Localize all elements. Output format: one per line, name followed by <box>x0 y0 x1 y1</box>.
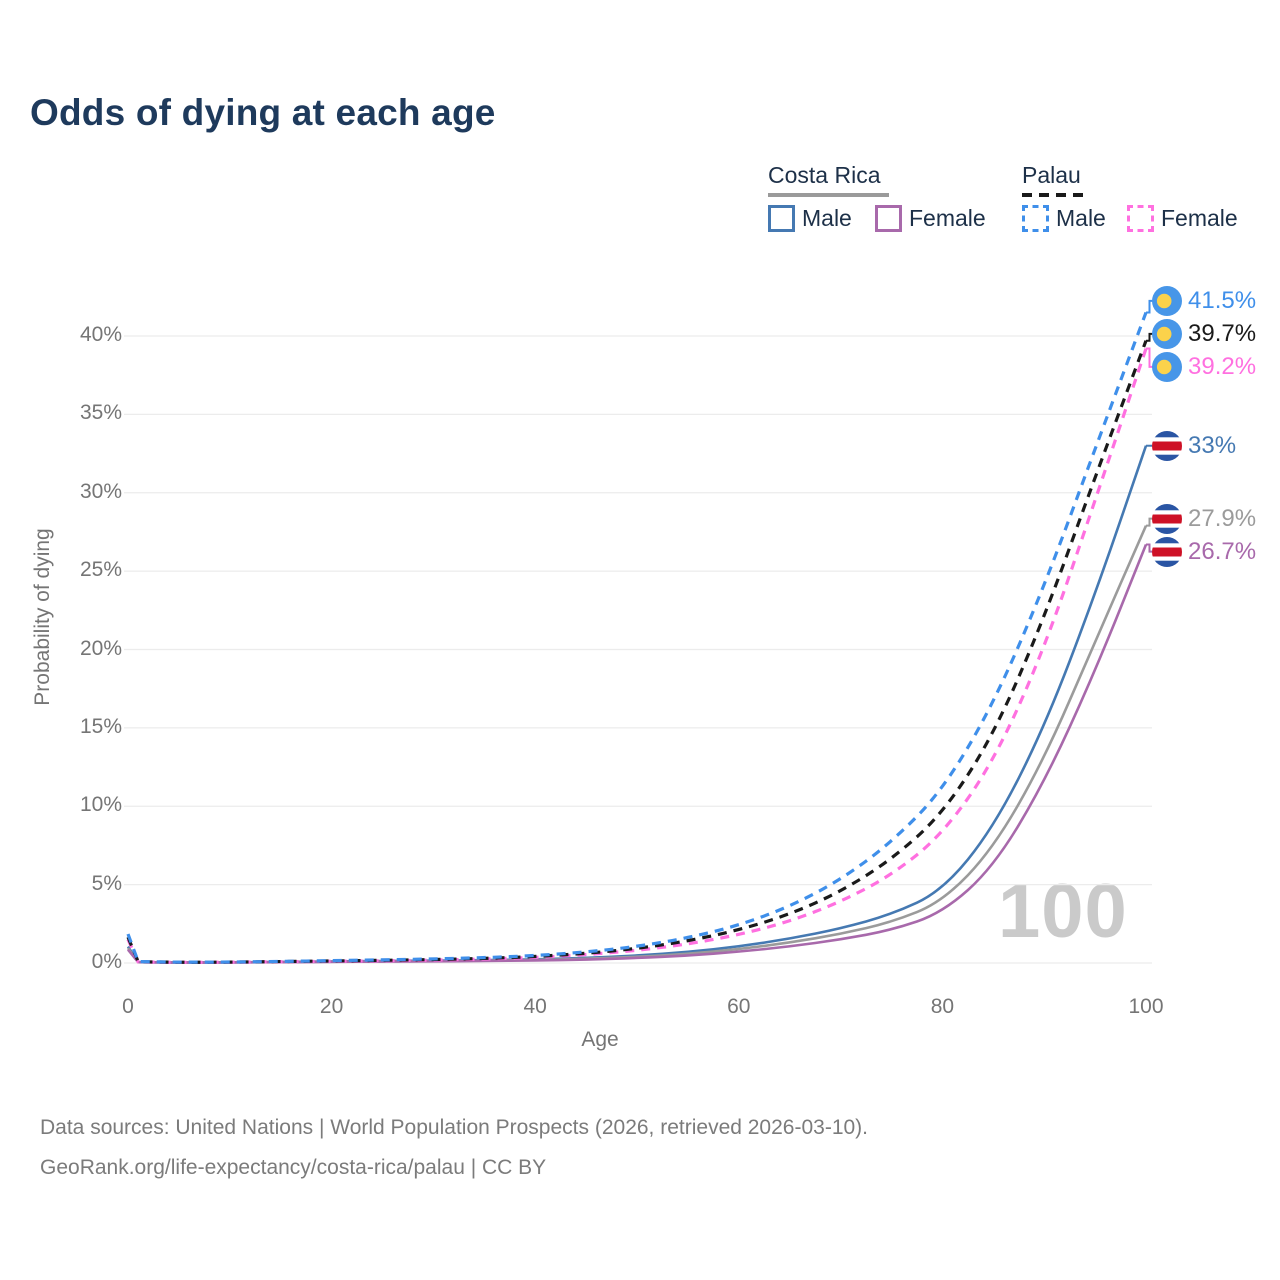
costa-rica-flag-icon <box>1152 503 1182 534</box>
end-label-value: 39.7% <box>1188 319 1257 347</box>
y-axis-title: Probability of dying <box>31 528 54 706</box>
y-tick-label: 30% <box>79 479 122 503</box>
x-tick-label: 20 <box>319 995 344 1018</box>
end-label-value: 39.2% <box>1188 352 1257 380</box>
series-line-palau-female <box>126 348 1148 964</box>
legend-item-label: Female <box>1161 205 1238 231</box>
legend-item-palau-female[interactable]: Female <box>1127 205 1238 232</box>
x-axis-title: Age <box>581 1028 619 1051</box>
y-tick-label: 25% <box>79 558 122 582</box>
x-tick-label: 80 <box>930 995 955 1018</box>
end-label-connector <box>1146 347 1153 368</box>
end-label-palau: 39.7% <box>1152 318 1257 349</box>
end-label-costa-rica-female: 26.7% <box>1152 536 1257 567</box>
y-tick-label: 20% <box>79 636 122 660</box>
end-label-costa-rica-male: 33% <box>1152 430 1237 461</box>
current-age-watermark: 100 <box>998 869 1128 954</box>
series-line-palau <box>126 340 1148 964</box>
costa-rica-male-swatch-icon <box>768 205 795 232</box>
source-line-1: Data sources: United Nations | World Pop… <box>40 1116 869 1139</box>
legend-item-label: Male <box>1056 205 1106 231</box>
legend-group-palau[interactable]: Palau <box>1022 162 1081 188</box>
y-tick-label: 15% <box>79 714 122 738</box>
end-label-connector <box>1146 299 1153 314</box>
costa-rica-female-swatch-icon <box>875 205 902 232</box>
x-tick-label: 60 <box>727 995 751 1018</box>
legend-item-palau-male[interactable]: Male <box>1022 205 1106 232</box>
palau-female-swatch-icon <box>1127 205 1154 232</box>
end-label-value: 41.5% <box>1188 286 1257 314</box>
series-line-costa-rica-female <box>126 543 1148 964</box>
costa-rica-flag-icon <box>1152 430 1182 461</box>
end-label-value: 33% <box>1188 431 1237 459</box>
costa-rica-flag-icon <box>1152 536 1182 567</box>
legend-item-label: Female <box>909 205 986 231</box>
legend-item-costa-rica-female[interactable]: Female <box>875 205 986 232</box>
x-tick-label: 100 <box>1128 995 1164 1018</box>
x-tick-label: 0 <box>122 995 134 1018</box>
legend-palau-line-sample <box>1022 193 1084 197</box>
end-label-value: 26.7% <box>1188 537 1257 565</box>
y-tick-label: 35% <box>79 401 122 425</box>
end-label-palau-male: 41.5% <box>1152 285 1257 316</box>
end-label-palau-female: 39.2% <box>1152 351 1257 382</box>
series-line-costa-rica <box>126 525 1148 964</box>
end-label-costa-rica: 27.9% <box>1152 503 1257 534</box>
y-tick-label: 10% <box>79 793 122 817</box>
legend-item-costa-rica-male[interactable]: Male <box>768 205 852 232</box>
legend-item-label: Male <box>802 205 852 231</box>
legend-group-costa-rica[interactable]: Costa Rica <box>768 162 881 188</box>
y-tick-label: 40% <box>79 323 122 346</box>
end-label-connector <box>1146 543 1153 553</box>
y-tick-label: 0% <box>91 950 122 973</box>
page-title: Odds of dying at each age <box>30 92 496 133</box>
palau-flag-icon <box>1152 285 1182 316</box>
legend-costa-rica-line-sample <box>768 193 889 197</box>
palau-male-swatch-icon <box>1022 205 1049 232</box>
end-label-connector <box>1146 517 1153 527</box>
source-line-2[interactable]: GeoRank.org/life-expectancy/costa-rica/p… <box>40 1156 547 1179</box>
palau-flag-icon <box>1152 351 1182 382</box>
series-line-palau-male <box>126 311 1148 964</box>
source-note: Data sources: United Nations | World Pop… <box>40 1108 868 1188</box>
x-tick-label: 40 <box>523 995 547 1018</box>
palau-flag-icon <box>1152 318 1182 349</box>
y-tick-label: 5% <box>91 871 122 895</box>
end-label-connector <box>1146 332 1153 342</box>
end-label-value: 27.9% <box>1188 504 1257 532</box>
